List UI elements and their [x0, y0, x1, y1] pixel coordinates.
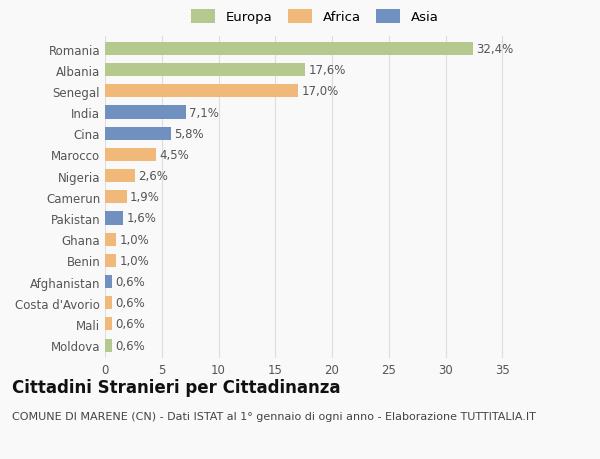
- Bar: [105, 254, 116, 267]
- Bar: [105, 128, 171, 140]
- Text: 5,8%: 5,8%: [174, 128, 204, 140]
- Bar: [105, 191, 127, 204]
- Text: 1,0%: 1,0%: [120, 233, 149, 246]
- Legend: Europa, Africa, Asia: Europa, Africa, Asia: [188, 7, 442, 27]
- Text: Cittadini Stranieri per Cittadinanza: Cittadini Stranieri per Cittadinanza: [12, 379, 341, 397]
- Text: 1,0%: 1,0%: [120, 254, 149, 267]
- Text: 0,6%: 0,6%: [115, 297, 145, 309]
- Text: 0,6%: 0,6%: [115, 339, 145, 352]
- Bar: [105, 170, 134, 183]
- Bar: [105, 275, 112, 288]
- Text: 1,9%: 1,9%: [130, 191, 160, 204]
- Text: 0,6%: 0,6%: [115, 275, 145, 288]
- Bar: [105, 297, 112, 310]
- Text: COMUNE DI MARENE (CN) - Dati ISTAT al 1° gennaio di ogni anno - Elaborazione TUT: COMUNE DI MARENE (CN) - Dati ISTAT al 1°…: [12, 411, 536, 421]
- Text: 32,4%: 32,4%: [476, 43, 514, 56]
- Bar: [105, 339, 112, 352]
- Bar: [105, 64, 305, 77]
- Text: 7,1%: 7,1%: [189, 106, 219, 119]
- Bar: [105, 212, 123, 225]
- Bar: [105, 318, 112, 331]
- Text: 2,6%: 2,6%: [138, 170, 168, 183]
- Bar: [105, 149, 156, 162]
- Text: 17,0%: 17,0%: [301, 85, 338, 98]
- Text: 4,5%: 4,5%: [160, 149, 189, 162]
- Text: 0,6%: 0,6%: [115, 318, 145, 330]
- Bar: [105, 85, 298, 98]
- Text: 17,6%: 17,6%: [308, 64, 346, 77]
- Bar: [105, 106, 185, 119]
- Text: 1,6%: 1,6%: [127, 212, 157, 225]
- Bar: [105, 233, 116, 246]
- Bar: [105, 43, 473, 56]
